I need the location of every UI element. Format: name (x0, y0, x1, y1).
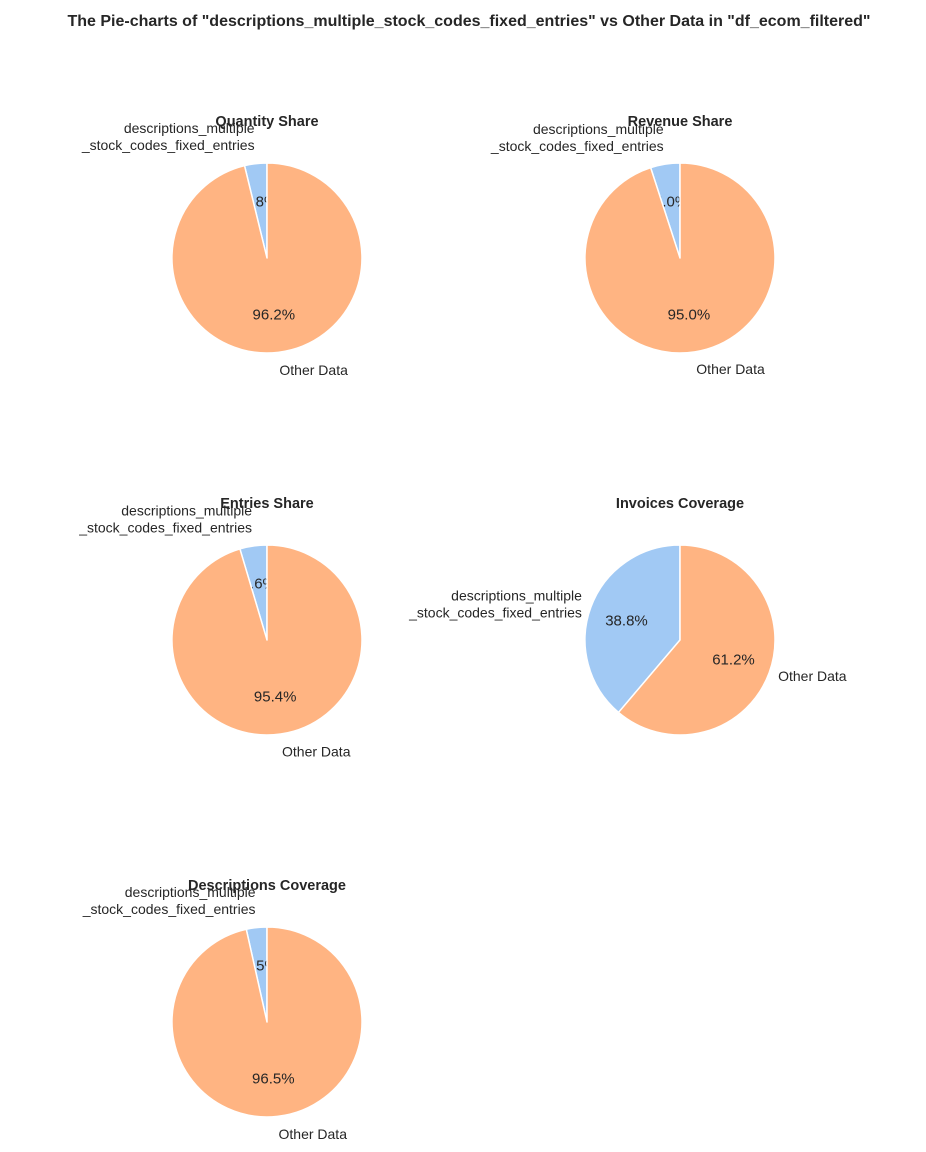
slice-label-other-data: Other Data (279, 362, 348, 378)
pie-slice-other-data (584, 162, 776, 354)
slice-label-subset: descriptions_multiple _stock_codes_fixed_… (82, 884, 256, 917)
pie-slice-other-data (617, 544, 776, 736)
slice-label-subset: descriptions_multiple _stock_codes_fixed_… (81, 120, 255, 153)
pie-chart-descriptions-coverage: Descriptions Coverage3.5%descriptions_mu… (82, 878, 363, 1142)
figure-title: The Pie-charts of "descriptions_multiple… (67, 13, 870, 30)
slice-label-subset: descriptions_multiple _stock_codes_fixed_… (78, 503, 252, 536)
pie-slice-other-data (171, 544, 363, 736)
chart-title: Invoices Coverage (616, 496, 744, 512)
pct-label: 61.2% (712, 652, 755, 669)
slice-label-other-data: Other Data (696, 361, 765, 377)
slice-label-other-data: Other Data (282, 743, 351, 759)
pie-chart-invoices-coverage: Invoices Coverage 38.8% descriptions_multi… (408, 496, 847, 736)
pie-slice-subset (584, 544, 681, 714)
chart-title: Quantity Share (215, 114, 318, 130)
chart-title: Revenue Share (628, 114, 733, 130)
pie-slice-other-data (171, 926, 363, 1118)
pct-label: 96.2% (253, 307, 296, 324)
pie-slice-other-data (171, 162, 363, 354)
pct-label: 95.0% (668, 306, 711, 323)
chart-title: Descriptions Coverage (188, 878, 346, 894)
chart-title: Entries Share (220, 496, 314, 512)
pct-label: 38.8% (605, 612, 648, 629)
pct-label: 96.5% (252, 1071, 295, 1088)
slice-label-other-data: Other Data (778, 668, 847, 684)
slice-label-subset: descriptions_multiple _stock_codes_fixed_… (408, 588, 582, 621)
slice-label-other-data: Other Data (279, 1126, 348, 1142)
slice-label-subset: descriptions_multiple _stock_codes_fixed_… (490, 121, 664, 154)
pct-label: 95.4% (254, 688, 297, 705)
